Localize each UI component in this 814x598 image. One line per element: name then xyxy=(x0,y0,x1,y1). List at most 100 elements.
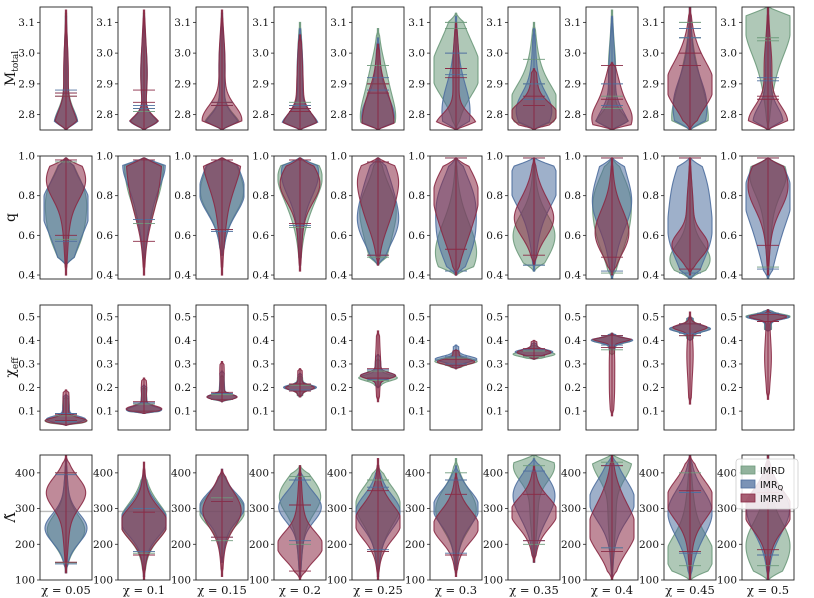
y-tick-label: 100 xyxy=(171,575,191,587)
y-tick-label: 0.4 xyxy=(642,335,659,347)
row-label-chieff: χeff xyxy=(3,357,21,378)
y-tick-label: 0.8 xyxy=(174,190,191,202)
y-tick-label: 2.9 xyxy=(564,78,581,90)
y-tick-label: 100 xyxy=(405,575,425,587)
y-tick-label: 0.8 xyxy=(330,190,347,202)
panel-lambda-3: 100 200 300 400 xyxy=(171,454,249,587)
panel-frame xyxy=(585,304,639,431)
y-tick-label: 0.1 xyxy=(408,406,425,418)
y-tick-label: 0.5 xyxy=(96,311,113,323)
legend-label: IMRP xyxy=(760,494,784,505)
violin-group xyxy=(667,7,713,130)
y-tick-label: 0.2 xyxy=(174,382,191,394)
panel-frame xyxy=(117,6,171,131)
violin-group xyxy=(434,344,478,370)
violin-group xyxy=(589,455,635,580)
y-tick-label: 200 xyxy=(639,539,659,551)
y-tick-label: 100 xyxy=(717,575,737,587)
y-tick-label: 3.0 xyxy=(330,48,347,60)
y-tick-label: 100 xyxy=(639,575,659,587)
violin-group xyxy=(122,157,166,276)
row-label-mtotal: Mtotal xyxy=(3,51,21,86)
panel-frame xyxy=(273,6,327,131)
y-tick-label: 0.2 xyxy=(252,382,269,394)
violin-group xyxy=(355,458,401,580)
y-tick-label: 2.8 xyxy=(486,109,503,121)
panel-frame xyxy=(39,454,93,581)
y-tick-label: 2.9 xyxy=(96,78,113,90)
y-tick-label: 0.3 xyxy=(252,358,269,370)
column-label: χ = 0.1 xyxy=(123,583,165,597)
y-tick-label: 1.0 xyxy=(564,151,581,163)
y-tick-label: 3.0 xyxy=(96,48,113,60)
y-tick-label: 0.5 xyxy=(720,311,737,323)
panel-q-6: 0.4 0.6 0.8 1.0 xyxy=(408,151,483,282)
y-tick-label: 3.0 xyxy=(174,48,191,60)
panel-frame xyxy=(351,304,405,431)
panel-q-9: 0.4 0.6 0.8 1.0 xyxy=(642,151,717,282)
violin-group xyxy=(125,377,163,415)
y-tick-label: 0.6 xyxy=(642,230,659,242)
y-tick-label: 0.1 xyxy=(252,406,269,418)
panel-q-5: 0.4 0.6 0.8 1.0 xyxy=(330,151,405,282)
column-label: χ = 0.4 xyxy=(591,583,633,597)
y-tick-label: 0.8 xyxy=(18,190,35,202)
violin-group xyxy=(667,455,713,580)
column-label: χ = 0.45 xyxy=(665,583,715,597)
violin-group xyxy=(53,9,79,130)
y-tick-label: 0.2 xyxy=(96,382,113,394)
y-tick-label: 200 xyxy=(717,539,737,551)
panel-frame xyxy=(429,155,483,280)
y-tick-label: 0.1 xyxy=(720,406,737,418)
y-tick-label: 2.9 xyxy=(174,78,191,90)
y-tick-label: 2.8 xyxy=(642,109,659,121)
y-tick-label: 0.2 xyxy=(18,382,35,394)
y-tick-label: 0.5 xyxy=(408,311,425,323)
y-tick-label: 300 xyxy=(171,503,191,515)
violin-group xyxy=(282,368,318,398)
y-tick-label: 0.8 xyxy=(486,190,503,202)
violin-group xyxy=(590,332,634,417)
panel-frame xyxy=(195,6,249,131)
violin-group xyxy=(44,389,88,426)
violin-group xyxy=(277,465,323,580)
y-tick-label: 2.8 xyxy=(564,109,581,121)
panel-frame xyxy=(39,6,93,131)
panel-frame xyxy=(663,6,717,131)
panel-frame xyxy=(117,454,171,581)
violin-group xyxy=(199,468,245,577)
y-tick-label: 400 xyxy=(561,467,581,479)
y-tick-label: 0.4 xyxy=(720,270,737,282)
violin-group xyxy=(43,157,89,276)
y-tick-label: 3.0 xyxy=(18,48,35,60)
y-tick-label: 0.4 xyxy=(252,270,269,282)
panel-q-8: 0.4 0.6 0.8 1.0 xyxy=(564,151,639,282)
y-tick-label: 3.1 xyxy=(486,17,503,29)
panel-q-7: 0.4 0.6 0.8 1.0 xyxy=(486,151,561,282)
panel-chieff-1: 0.1 0.2 0.3 0.4 0.5 xyxy=(18,304,93,431)
violin-group xyxy=(358,330,398,403)
y-tick-label: 3.0 xyxy=(720,48,737,60)
y-tick-label: 2.9 xyxy=(408,78,425,90)
y-tick-label: 0.6 xyxy=(720,230,737,242)
y-tick-label: 0.4 xyxy=(330,335,347,347)
y-tick-label: 0.5 xyxy=(18,311,35,323)
panel-frame xyxy=(663,155,717,280)
y-tick-label: 2.9 xyxy=(642,78,659,90)
panel-mtotal-3: 2.8 2.9 3.0 3.1 xyxy=(174,6,249,131)
y-tick-label: 0.4 xyxy=(330,270,347,282)
violin-group xyxy=(359,27,397,130)
y-tick-label: 0.3 xyxy=(642,358,659,370)
y-tick-label: 0.3 xyxy=(174,358,191,370)
y-tick-label: 0.3 xyxy=(330,358,347,370)
y-tick-label: 1.0 xyxy=(720,151,737,163)
y-tick-label: 0.4 xyxy=(564,335,581,347)
y-tick-label: 2.9 xyxy=(486,78,503,90)
y-tick-label: 100 xyxy=(249,575,269,587)
panel-q-3: 0.4 0.6 0.8 1.0 xyxy=(174,151,249,282)
violin-group xyxy=(128,9,160,130)
y-tick-label: 0.4 xyxy=(174,270,191,282)
y-tick-label: 0.5 xyxy=(564,311,581,323)
y-tick-label: 0.1 xyxy=(96,406,113,418)
y-tick-label: 200 xyxy=(171,539,191,551)
